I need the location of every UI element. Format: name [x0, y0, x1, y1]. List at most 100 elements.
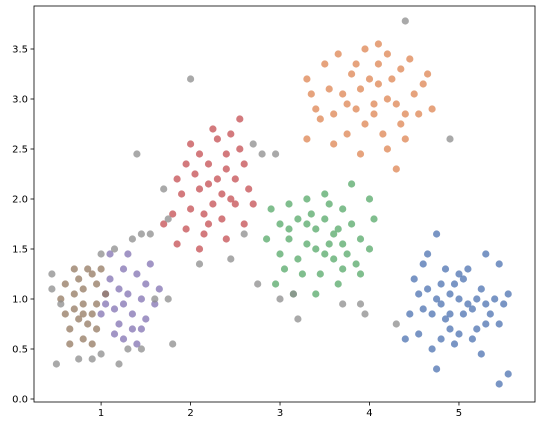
data-point-series-5: [102, 290, 110, 298]
data-point-series-0: [450, 280, 459, 288]
data-point-series-1: [383, 145, 391, 153]
data-point-series-2: [334, 280, 342, 288]
data-point-series-6: [258, 150, 266, 158]
data-point-series-4: [124, 250, 132, 258]
y-tick-label: 1.5: [12, 245, 28, 256]
y-tick-label: 2.0: [12, 195, 28, 206]
data-point-series-5: [84, 265, 92, 273]
data-point-series-6: [164, 295, 172, 303]
data-point-series-6: [227, 255, 235, 263]
data-point-series-3: [209, 125, 217, 133]
data-point-series-6: [240, 230, 248, 238]
data-point-series-6: [446, 135, 454, 143]
data-point-series-0: [464, 300, 472, 308]
data-point-series-2: [325, 240, 333, 248]
data-point-series-1: [339, 90, 347, 98]
data-point-series-1: [356, 150, 365, 158]
data-point-series-6: [276, 295, 284, 303]
data-point-series-0: [406, 310, 414, 318]
data-point-series-1: [392, 100, 400, 108]
data-point-series-3: [173, 240, 181, 248]
data-point-series-1: [325, 85, 333, 93]
data-point-series-3: [249, 200, 257, 208]
data-point-series-2: [339, 240, 347, 248]
data-point-series-6: [48, 270, 56, 278]
data-point-series-2: [348, 180, 356, 188]
points-layer: [48, 17, 512, 388]
data-point-series-2: [316, 270, 324, 278]
data-point-series-6: [97, 350, 105, 358]
data-point-series-3: [213, 135, 221, 143]
data-point-series-1: [374, 40, 382, 48]
data-point-series-4: [119, 300, 128, 308]
data-point-series-0: [446, 310, 454, 318]
data-point-series-5: [70, 305, 78, 313]
data-point-series-5: [79, 300, 87, 308]
data-point-series-6: [169, 340, 177, 348]
data-point-series-0: [424, 285, 432, 293]
data-point-series-4: [119, 335, 128, 343]
data-point-series-2: [294, 215, 302, 223]
data-point-series-3: [200, 210, 208, 218]
data-point-series-4: [155, 285, 163, 293]
data-point-series-1: [383, 50, 391, 58]
data-point-series-1: [374, 60, 382, 68]
data-point-series-2: [312, 245, 320, 253]
data-point-series-0: [433, 230, 441, 238]
data-point-series-1: [307, 90, 315, 98]
data-point-series-3: [169, 210, 177, 218]
data-point-series-3: [231, 175, 239, 183]
data-point-series-0: [482, 300, 490, 308]
data-point-series-3: [195, 185, 204, 193]
data-point-series-4: [133, 340, 141, 348]
data-point-series-2: [285, 235, 293, 243]
data-point-series-0: [486, 310, 494, 318]
data-point-series-0: [415, 330, 423, 338]
data-point-series-0: [437, 280, 445, 288]
data-point-series-6: [88, 355, 96, 363]
data-point-series-2: [370, 215, 378, 223]
data-point-series-0: [459, 275, 467, 283]
data-point-series-2: [272, 280, 280, 288]
data-point-series-0: [504, 370, 512, 378]
data-point-series-0: [468, 305, 476, 313]
data-point-series-6: [133, 150, 141, 158]
data-point-series-3: [182, 160, 190, 168]
data-point-series-2: [321, 215, 329, 223]
data-point-series-3: [245, 185, 253, 193]
data-point-series-0: [468, 335, 476, 343]
data-point-series-2: [339, 265, 347, 273]
data-point-series-3: [227, 130, 235, 138]
data-point-series-1: [415, 110, 423, 118]
data-point-series-0: [450, 340, 459, 348]
data-point-series-0: [419, 260, 427, 268]
data-point-series-0: [415, 290, 423, 298]
data-point-series-5: [79, 285, 87, 293]
data-point-series-2: [285, 225, 293, 233]
data-point-series-4: [142, 315, 150, 323]
data-point-series-6: [187, 75, 195, 83]
data-point-series-3: [236, 145, 244, 153]
data-point-series-1: [330, 110, 338, 118]
data-point-series-2: [352, 260, 360, 268]
y-tick-label: 1.0: [12, 295, 28, 306]
data-point-series-2: [303, 240, 311, 248]
data-point-series-6: [289, 290, 297, 298]
data-point-series-1: [303, 135, 311, 143]
data-point-series-0: [433, 365, 441, 373]
data-point-series-4: [97, 310, 105, 318]
data-point-series-3: [160, 220, 168, 228]
data-point-series-3: [231, 200, 239, 208]
data-point-series-5: [75, 315, 83, 323]
x-tick-label: 5: [456, 408, 462, 419]
data-point-series-4: [146, 260, 154, 268]
data-point-series-0: [441, 265, 450, 273]
x-tick-label: 2: [187, 408, 193, 419]
data-point-series-3: [182, 225, 190, 233]
data-point-series-6: [110, 245, 119, 253]
data-point-series-2: [312, 290, 320, 298]
data-point-series-1: [406, 55, 414, 63]
x-tick-label: 3: [277, 408, 283, 419]
data-point-series-5: [66, 340, 74, 348]
data-point-series-5: [84, 320, 92, 328]
